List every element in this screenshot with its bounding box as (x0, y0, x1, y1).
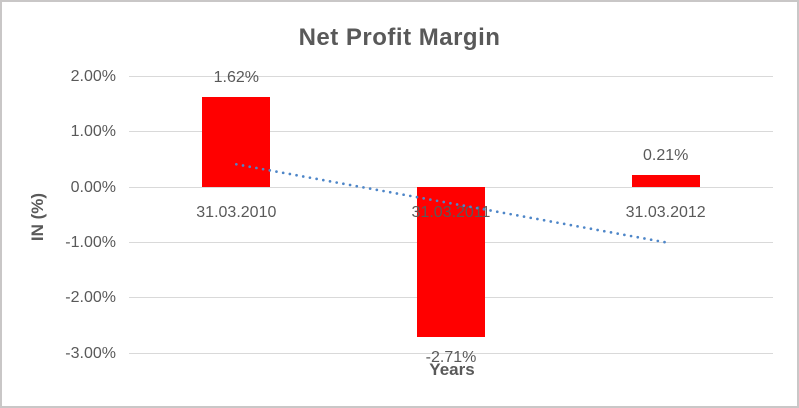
x-axis-category-label: 31.03.2011 (411, 204, 491, 221)
y-axis-title: IN (%) (28, 192, 47, 242)
gridline (129, 131, 773, 133)
bar-value-label: 1.62% (213, 69, 260, 87)
gridline (129, 75, 773, 77)
chart-title: Net Profit Margin (298, 24, 501, 51)
bar-value-label: -2.71% (425, 348, 477, 366)
gridline (129, 352, 773, 354)
x-axis-title: Years (429, 360, 475, 379)
x-axis-category-label: 31.03.2012 (625, 204, 706, 221)
y-axis-tick-label: 1.00% (70, 123, 116, 141)
x-axis-category-label: 31.03.2010 (196, 204, 277, 221)
y-axis-tick-label: -3.00% (65, 344, 116, 362)
y-axis-tick-label: 0.00% (70, 178, 116, 196)
y-axis-tick-label: 2.00% (70, 67, 116, 85)
bar-value-label: 0.21% (642, 147, 689, 165)
y-axis-tick-label: -2.00% (65, 289, 116, 307)
y-axis-tick-label: -1.00% (65, 233, 116, 251)
bar (202, 97, 271, 187)
bar (631, 175, 700, 187)
